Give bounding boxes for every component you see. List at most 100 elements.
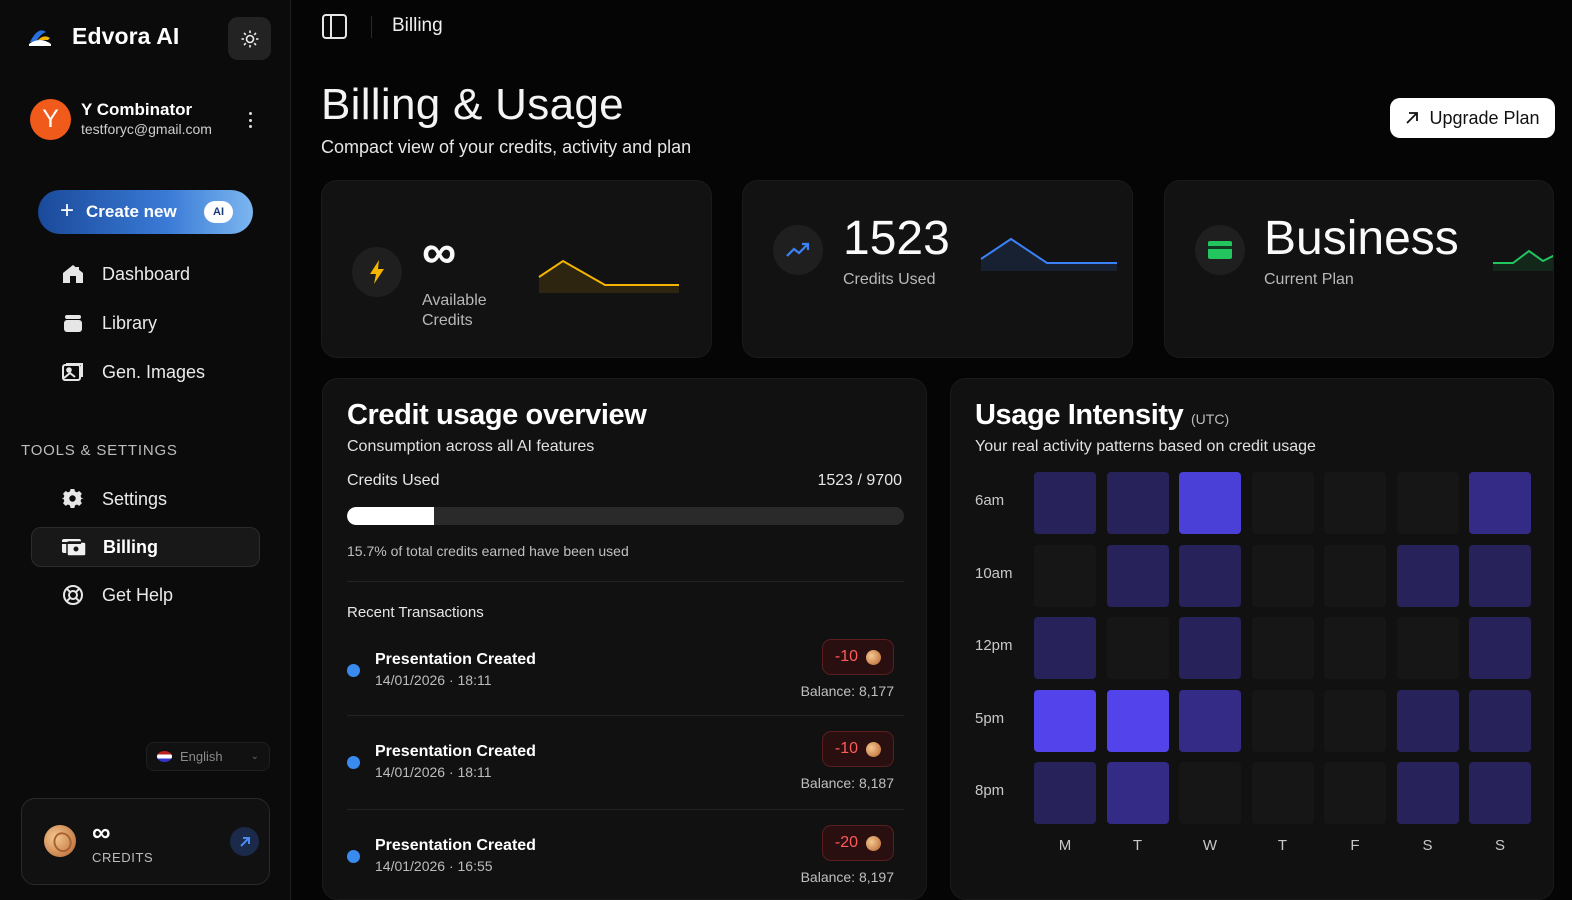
transaction-title: Presentation Created	[375, 651, 536, 668]
credits-progress-bar	[347, 507, 904, 525]
coin-icon	[39, 820, 81, 862]
heatmap-cell[interactable]	[1324, 689, 1386, 752]
transaction-row[interactable]: Presentation Created 14/01/2026 · 18:11 …	[347, 731, 904, 821]
heatmap-cell[interactable]	[1469, 617, 1531, 679]
lightning-icon	[352, 247, 402, 297]
help-icon	[60, 582, 86, 608]
sidebar-item-label: Dashboard	[102, 263, 191, 284]
arrow-up-right-icon[interactable]	[230, 827, 259, 856]
divider	[347, 715, 904, 716]
credits-used-row-label: Credits Used	[347, 472, 440, 489]
current-plan-value: Business	[1264, 212, 1459, 265]
stat-card-current-plan: Business Current Plan	[1164, 180, 1554, 358]
transaction-balance: Balance: 8,197	[800, 869, 894, 885]
more-vertical-icon[interactable]	[242, 109, 258, 131]
transaction-amount: -10	[834, 740, 858, 757]
heatmap-cell[interactable]	[1251, 617, 1314, 679]
sidebar-item-dashboard[interactable]: Dashboard	[31, 254, 260, 294]
heatmap-cell[interactable]	[1034, 689, 1096, 752]
credits-used-row-value: 1523 / 9700	[817, 472, 902, 489]
transaction-amount-badge: -20	[821, 825, 894, 861]
transaction-time: 14/01/2026 · 16:55	[375, 858, 493, 874]
upgrade-plan-button[interactable]: Upgrade Plan	[1390, 98, 1555, 138]
chevron-down-icon: ⌄	[250, 751, 259, 762]
sidebar-item-billing[interactable]: Billing	[31, 527, 260, 567]
create-new-button[interactable]: + Create new AI	[38, 190, 253, 234]
heatmap-cell[interactable]	[1251, 762, 1314, 824]
transaction-row[interactable]: Presentation Created 14/01/2026 · 18:11 …	[347, 639, 904, 729]
intensity-title-text: Usage Intensity	[975, 399, 1184, 431]
heatmap-cell[interactable]	[1396, 762, 1459, 824]
utc-label: (UTC)	[1191, 411, 1230, 427]
credits-label: CREDITS	[92, 850, 154, 865]
heatmap-cell[interactable]	[1106, 472, 1169, 534]
sidebar-toggle-icon[interactable]	[321, 13, 348, 40]
heatmap-cell[interactable]	[1106, 617, 1169, 679]
user-profile[interactable]: Y Y Combinator testforyc@gmail.com	[30, 99, 270, 143]
heatmap-cell[interactable]	[1106, 762, 1169, 824]
upgrade-plan-label: Upgrade Plan	[1429, 107, 1540, 128]
heatmap-cell[interactable]	[1469, 544, 1531, 607]
language-select[interactable]: English ⌄	[146, 742, 270, 771]
credit-card-icon	[1195, 225, 1245, 275]
current-plan-label: Current Plan	[1264, 271, 1354, 288]
heatmap-cell[interactable]	[1324, 762, 1386, 824]
credit-usage-overview-panel: Credit usage overview Consumption across…	[322, 378, 927, 900]
heatmap-cell[interactable]	[1034, 617, 1096, 679]
heatmap-cell[interactable]	[1251, 689, 1314, 752]
dashboard-icon	[60, 261, 86, 287]
heatmap-cell[interactable]	[1396, 544, 1459, 607]
divider	[347, 809, 904, 810]
transaction-row[interactable]: Presentation Created 14/01/2026 · 16:55 …	[347, 825, 904, 899]
heatmap-row-label: 5pm	[975, 709, 1005, 727]
stat-card-available-credits: ∞ Available Credits	[321, 180, 712, 358]
transaction-amount-badge: -10	[821, 639, 894, 675]
heatmap-cell[interactable]	[1034, 544, 1096, 607]
heatmap-cell[interactable]	[1396, 472, 1459, 534]
sidebar-item-get-help[interactable]: Get Help	[31, 575, 260, 615]
sidebar-item-gen-images[interactable]: Gen. Images	[31, 352, 260, 392]
sidebar-item-library[interactable]: Library	[31, 303, 260, 343]
transaction-balance: Balance: 8,187	[800, 775, 894, 791]
transaction-balance: Balance: 8,177	[800, 683, 894, 699]
topbar-divider	[371, 16, 372, 38]
heatmap-cell[interactable]	[1179, 544, 1241, 607]
credits-used-sparkline	[980, 237, 1117, 271]
available-credits-label-line1: Available	[422, 292, 487, 309]
sidebar-item-settings[interactable]: Settings	[31, 479, 260, 519]
heatmap-cell[interactable]	[1251, 544, 1314, 607]
sidebar-item-label: Settings	[102, 488, 168, 509]
available-credits-sparkline	[538, 259, 679, 293]
user-email: testforyc@gmail.com	[81, 121, 212, 137]
heatmap-cell[interactable]	[1179, 472, 1241, 534]
heatmap-cell[interactable]	[1034, 472, 1096, 534]
heatmap-cell[interactable]	[1106, 544, 1169, 607]
status-dot	[347, 756, 360, 769]
credits-used-label: Credits Used	[843, 271, 936, 288]
heatmap-cell[interactable]	[1469, 689, 1531, 752]
credits-card[interactable]: ∞ CREDITS	[21, 798, 270, 885]
heatmap-cell[interactable]	[1324, 472, 1386, 534]
heatmap-cell[interactable]	[1396, 617, 1459, 679]
heatmap-cell[interactable]	[1034, 762, 1096, 824]
heatmap-cell[interactable]	[1179, 689, 1241, 752]
overview-subtitle: Consumption across all AI features	[347, 438, 595, 455]
theme-toggle-button[interactable]	[228, 17, 271, 60]
transaction-title: Presentation Created	[375, 837, 536, 854]
heatmap-cell[interactable]	[1324, 544, 1386, 607]
heatmap-cell[interactable]	[1106, 689, 1169, 752]
heatmap-cell[interactable]	[1396, 689, 1459, 752]
brand[interactable]: Edvora AI	[26, 22, 179, 50]
heatmap-cell[interactable]	[1179, 762, 1241, 824]
heatmap-cell[interactable]	[1469, 762, 1531, 824]
billing-icon	[61, 534, 87, 560]
heatmap-cell[interactable]	[1179, 617, 1241, 679]
heatmap-cell[interactable]	[1251, 472, 1314, 534]
us-flag-icon	[157, 751, 172, 762]
heatmap-cell[interactable]	[1469, 472, 1531, 534]
heatmap-col-label: M	[1058, 836, 1072, 854]
section-label-tools: TOOLS & SETTINGS	[21, 442, 178, 459]
ai-badge: AI	[204, 201, 233, 223]
heatmap-cell[interactable]	[1324, 617, 1386, 679]
sidebar-item-label: Billing	[103, 536, 158, 557]
